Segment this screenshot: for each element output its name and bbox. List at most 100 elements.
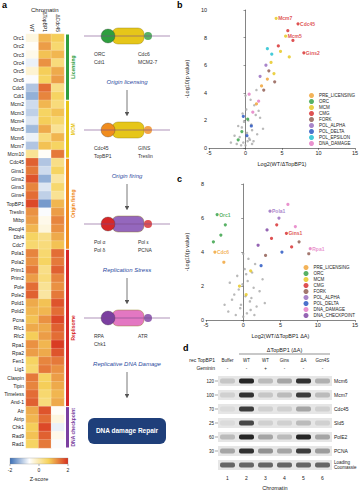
svg-text:MCM2-7: MCM2-7 [138, 59, 157, 65]
svg-text:Rfc1: Rfc1 [14, 325, 25, 331]
svg-text:4: 4 [201, 249, 204, 255]
svg-text:8: 8 [201, 181, 204, 187]
svg-text:Pol α: Pol α [94, 239, 106, 245]
svg-text:DNA_CHECKPOINT: DNA_CHECKPOINT [313, 313, 355, 318]
svg-text:30: 30 [209, 449, 215, 454]
svg-text:Prim1: Prim1 [11, 267, 24, 273]
svg-text:TopBP1: TopBP1 [94, 153, 112, 159]
svg-text:+: + [264, 366, 267, 371]
svg-text:And-1: And-1 [11, 399, 25, 405]
svg-text:Pola1: Pola1 [272, 208, 286, 214]
svg-text:FORK: FORK [319, 117, 332, 122]
svg-text:MCM: MCM [319, 105, 330, 110]
svg-text:POL_ALPHA: POL_ALPHA [313, 295, 339, 300]
svg-text:Gins2: Gins2 [306, 50, 320, 56]
svg-text:15: 15 [352, 150, 358, 156]
svg-text:ATR: ATR [138, 333, 148, 339]
svg-text:60: 60 [209, 435, 215, 440]
svg-text:Mcm7: Mcm7 [278, 15, 292, 21]
svg-text:Timeless: Timeless [4, 391, 24, 397]
svg-text:Gins4: Gins4 [11, 192, 24, 198]
svg-text:Treslin: Treslin [9, 209, 24, 215]
svg-text:Chromatin: Chromatin [262, 485, 287, 491]
svg-text:ΔTopBP1 (ΔA): ΔTopBP1 (ΔA) [267, 347, 303, 353]
svg-text:Z-score: Z-score [30, 476, 49, 482]
svg-text:Orc1: Orc1 [13, 35, 24, 41]
svg-text:Fen1: Fen1 [13, 358, 25, 364]
svg-text:Gins2: Gins2 [11, 176, 24, 182]
svg-text:ORC: ORC [94, 51, 106, 57]
svg-text:Atrip: Atrip [14, 416, 25, 422]
svg-text:2: 2 [67, 467, 70, 473]
svg-text:Origin licensing: Origin licensing [106, 79, 148, 85]
svg-text:DNA_DAMAGE: DNA_DAMAGE [313, 307, 345, 312]
svg-text:Coomassie: Coomassie [334, 465, 357, 470]
svg-text:15: 15 [352, 322, 358, 328]
svg-text:Rpa1: Rpa1 [312, 246, 324, 252]
svg-text:Rpa1: Rpa1 [12, 342, 24, 348]
svg-text:Lig1: Lig1 [15, 366, 25, 372]
svg-text:DNA checkpoint: DNA checkpoint [70, 408, 76, 447]
svg-text:Cdc6: Cdc6 [217, 249, 229, 255]
svg-text:ΔTopBP1: ΔTopBP1 [42, 11, 48, 32]
svg-text:Replication Stress: Replication Stress [103, 267, 151, 273]
svg-text:4: 4 [204, 90, 207, 96]
svg-text:-: - [246, 366, 248, 371]
svg-text:Mtbp: Mtbp [13, 217, 24, 223]
svg-text:2: 2 [204, 117, 207, 123]
svg-text:Orc3: Orc3 [13, 52, 24, 58]
svg-text:Gins3: Gins3 [11, 184, 24, 190]
svg-text:Cdc45: Cdc45 [334, 406, 349, 412]
svg-text:-Log10(p value): -Log10(p value) [184, 60, 190, 99]
svg-text:Claspin: Claspin [7, 375, 24, 381]
svg-text:POL_DELTA: POL_DELTA [313, 301, 338, 306]
svg-text:8: 8 [204, 35, 207, 41]
svg-text:CMG: CMG [319, 111, 330, 116]
svg-text:10: 10 [315, 150, 321, 156]
svg-text:Pcna: Pcna [13, 317, 25, 323]
svg-text:POL_ALPHA: POL_ALPHA [319, 123, 345, 128]
svg-text:POL_EPSILON: POL_EPSILON [319, 135, 350, 140]
svg-text:TopBP1: TopBP1 [6, 201, 24, 207]
svg-text:DNA_DAMAGE: DNA_DAMAGE [319, 141, 351, 146]
svg-text:PCNA: PCNA [138, 247, 153, 253]
svg-text:Gcn4S: Gcn4S [316, 358, 330, 363]
svg-text:WT: WT [262, 358, 269, 363]
svg-text:Pold1: Pold1 [11, 300, 24, 306]
svg-text:Orc2: Orc2 [13, 43, 24, 49]
svg-text:Rpa2: Rpa2 [12, 350, 24, 356]
svg-text:0: 0 [244, 150, 247, 156]
svg-text:Mcm3: Mcm3 [10, 110, 24, 116]
svg-text:100: 100 [206, 393, 214, 398]
svg-text:GINS: GINS [138, 145, 151, 151]
svg-text:Cdc6: Cdc6 [138, 51, 150, 57]
svg-text:-Log10(p value): -Log10(p value) [184, 233, 190, 272]
svg-text:Rfc2: Rfc2 [14, 333, 25, 339]
svg-text:Pold2: Pold2 [11, 308, 24, 314]
svg-text:Orc6: Orc6 [13, 77, 24, 83]
svg-text:Mcm10: Mcm10 [8, 151, 25, 157]
svg-text:0: 0 [242, 322, 245, 328]
svg-text:Mcm5: Mcm5 [10, 126, 24, 132]
svg-text:PRE_LICENSING: PRE_LICENSING [313, 265, 350, 270]
svg-text:1: 1 [226, 475, 229, 481]
svg-text:Recql4: Recql4 [8, 226, 24, 232]
svg-text:Log2(WT/ΔTopBP1): Log2(WT/ΔTopBP1) [258, 161, 307, 167]
svg-text:PRE_LICENSING: PRE_LICENSING [319, 93, 356, 98]
svg-text:Cdc6: Cdc6 [12, 85, 24, 91]
svg-text:Origin firing: Origin firing [70, 189, 76, 218]
svg-text:Mcm6: Mcm6 [334, 378, 348, 384]
svg-text:ΔA: ΔA [300, 358, 306, 363]
svg-text:Mcm4: Mcm4 [10, 118, 24, 124]
svg-text:Cdc45: Cdc45 [10, 159, 25, 165]
svg-text:Orc5: Orc5 [13, 68, 24, 74]
svg-text:Mcm7: Mcm7 [334, 392, 348, 398]
svg-text:Pola2: Pola2 [11, 259, 24, 265]
svg-text:5: 5 [302, 475, 305, 481]
svg-text:120: 120 [206, 379, 214, 384]
svg-text:PCNA: PCNA [334, 448, 349, 454]
svg-text:6: 6 [321, 475, 324, 481]
svg-text:10: 10 [315, 322, 321, 328]
svg-text:-5: -5 [207, 150, 212, 156]
svg-text:Sld5: Sld5 [334, 420, 344, 426]
